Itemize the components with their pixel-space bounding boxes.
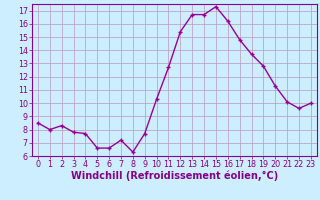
X-axis label: Windchill (Refroidissement éolien,°C): Windchill (Refroidissement éolien,°C) (71, 171, 278, 181)
